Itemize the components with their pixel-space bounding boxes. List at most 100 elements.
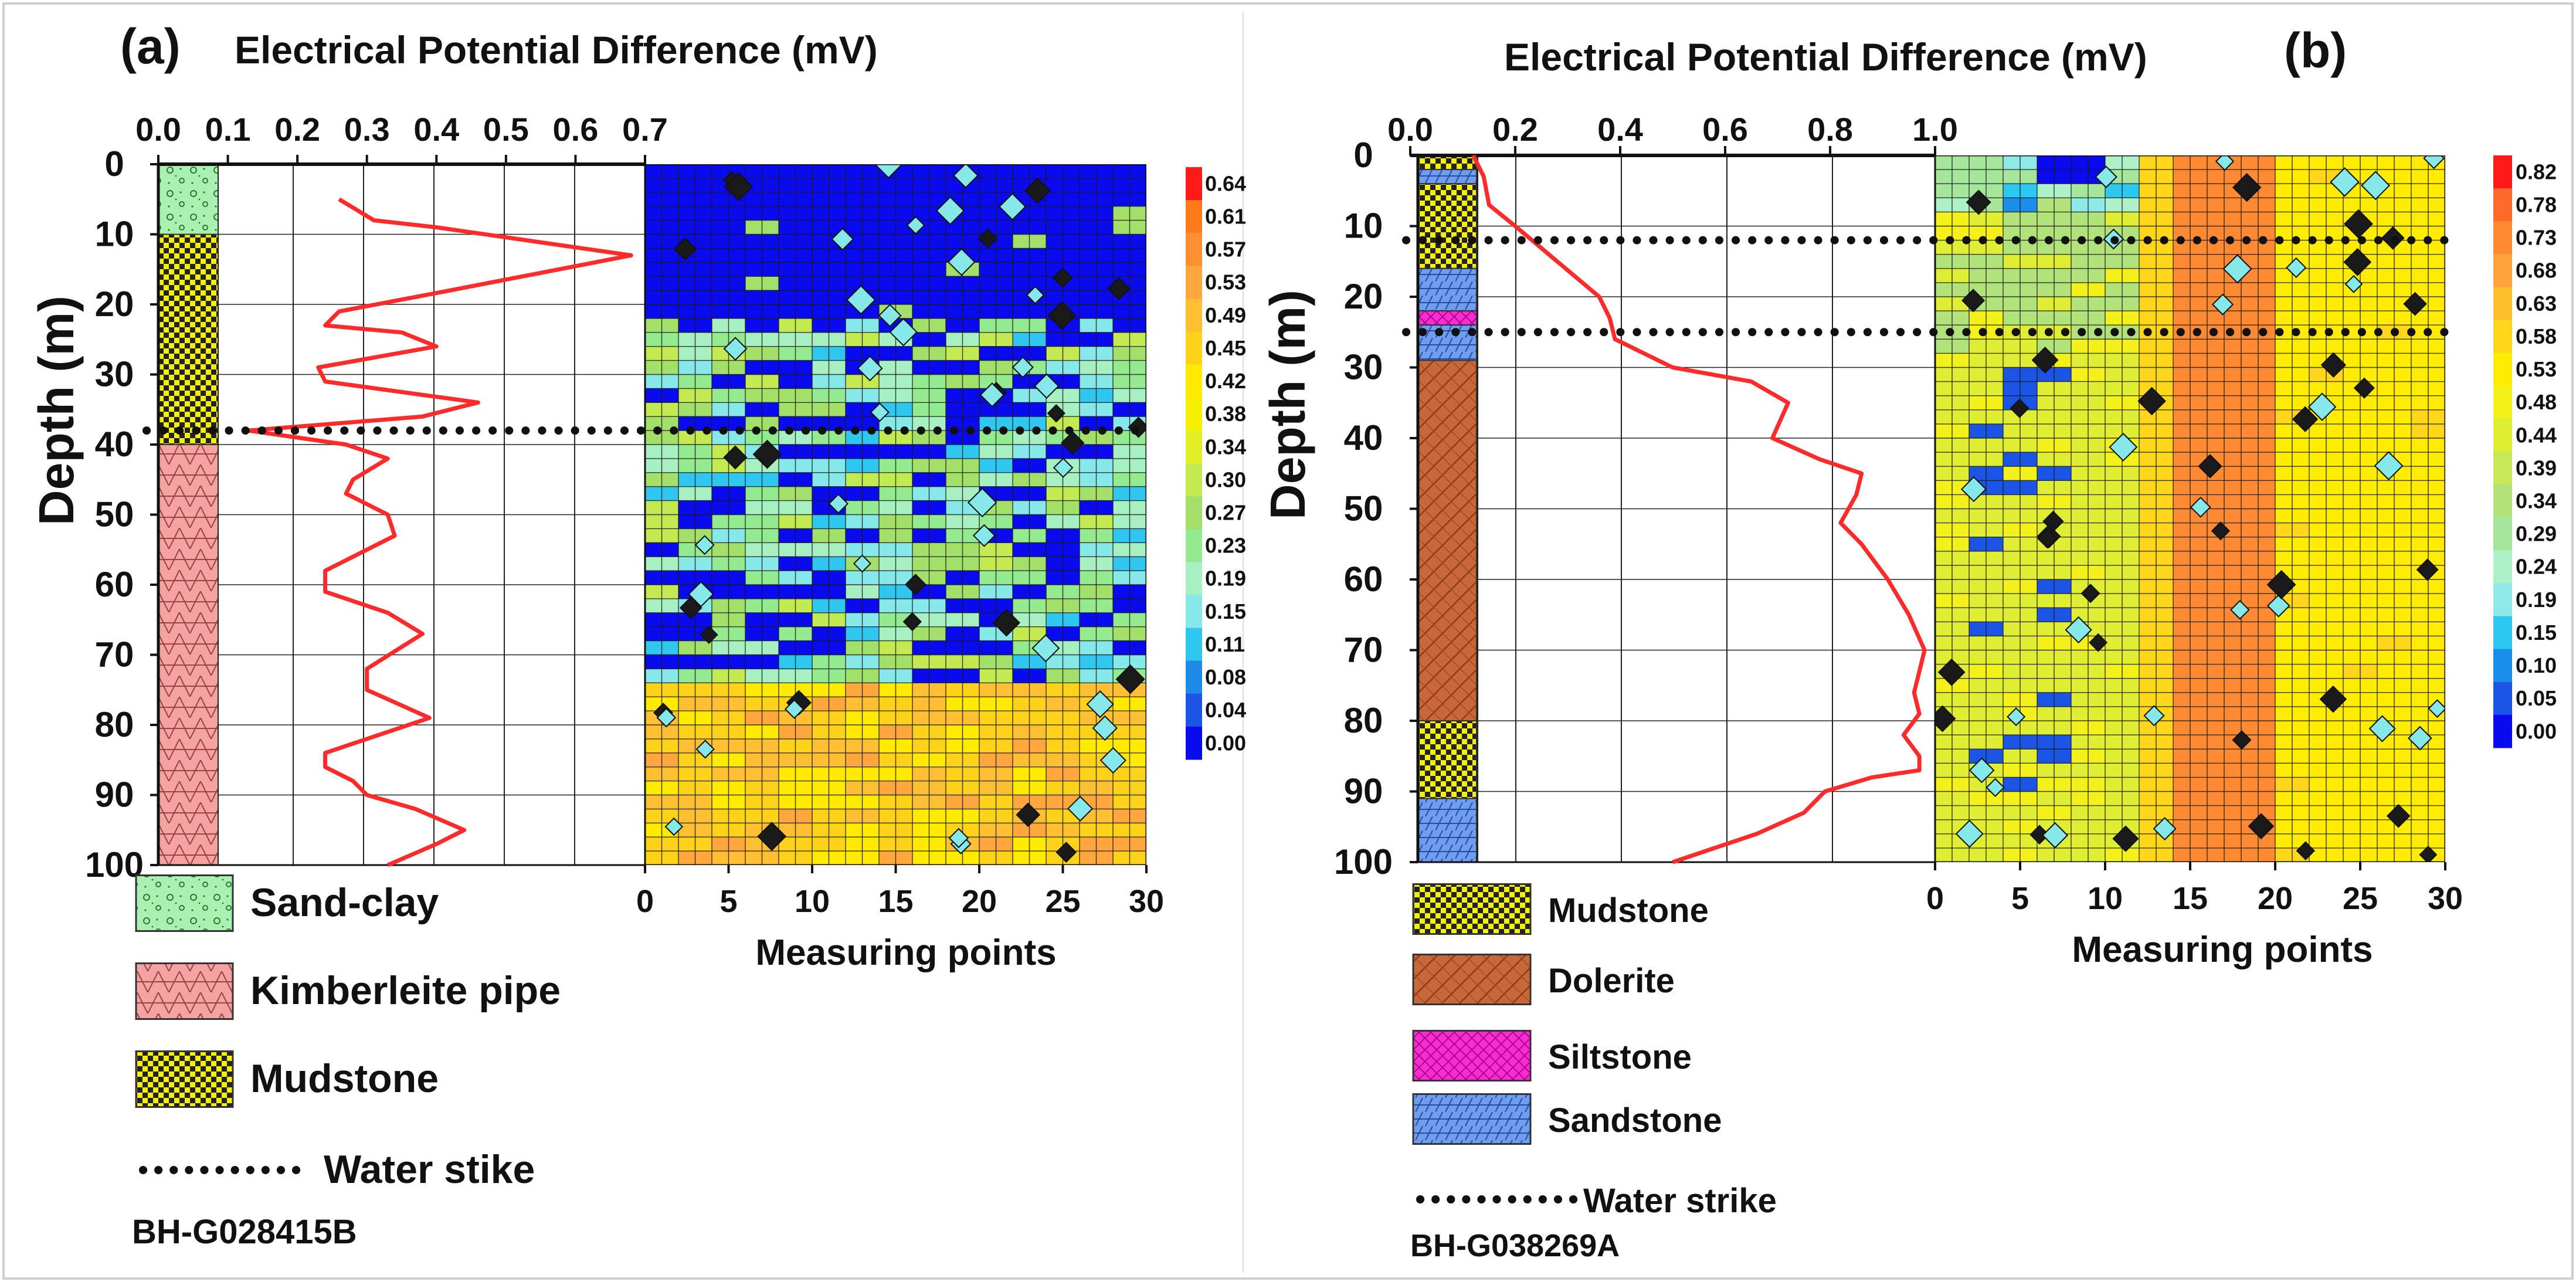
contour-x-tick-label: 30 [1129,884,1164,919]
legend-label-0: Mudstone [1548,891,1709,930]
contour-diamond-marker [695,740,715,759]
y-tick-label: 70 [95,635,134,674]
contour-diamond-marker [1937,658,1966,686]
legend-label-3: Sandstone [1548,1101,1722,1140]
colorbar-tick-label: 0.82 [2516,160,2557,184]
y-tick-label: 80 [1344,701,1383,740]
colorbar-swatch [2493,583,2512,617]
contour-diamond-marker [2386,803,2411,828]
colorbar-tick-label: 0.78 [2516,193,2557,217]
lithology-layer-siltstone [1417,310,1477,326]
colorbar-tick-label: 0.30 [1205,467,1246,491]
contour-diamond-marker [688,581,714,608]
contour-x-tick-label: 10 [2088,881,2123,916]
contour-diamond-marker [1969,757,1995,784]
contour-diamond-marker [1026,286,1045,304]
colorbar-tick-label: 0.57 [1205,238,1246,262]
colorbar-tick-label: 0.10 [2516,653,2557,677]
contour-diamond-marker [2089,633,2108,652]
contour-diamond-marker [1960,476,1987,503]
contour-diamond-marker [2211,293,2234,316]
legend-swatch-sandstone [1412,1093,1532,1145]
x-tick-label: 0.3 [344,111,390,148]
x-tick-label: 0.0 [135,111,181,148]
y-tick-label: 80 [95,705,134,744]
contour-diamond-marker [1055,842,1077,863]
y-tick-label: 20 [95,284,134,324]
contour-diamond-marker [1047,301,1077,330]
contour-diamond-marker [1986,778,2005,798]
colorbar-tick-label: 0.53 [1205,270,1246,294]
colorbar-tick-label: 0.61 [1205,205,1246,229]
colorbar-swatch [2493,484,2512,518]
contour-diamond-marker [673,238,697,261]
contour-diamond-marker [953,164,979,189]
panel-b-contour-xlabel: Measuring points [2072,930,2373,970]
panel-b-legend: Mudstone Dolerite Siltstone Sandstone Water … [1412,883,1777,1220]
legend-swatch-kimberlite [135,962,234,1020]
colorbar-swatch [1186,397,1202,431]
contour-x-tick-label: 30 [2428,881,2463,916]
contour-diamond-marker [2403,291,2427,316]
contour-x-tick-label: 25 [1045,884,1080,919]
colorbar-tick-label: 0.19 [1205,567,1246,591]
colorbar-tick-label: 0.48 [2516,390,2557,414]
colorbar-swatch [1186,529,1202,562]
legend-swatch-dolerite [1412,954,1532,1005]
y-tick-label: 0 [1353,135,1373,175]
panel-b-curve [1471,154,1927,864]
colorbar-tick-label: 0.29 [2516,522,2557,546]
contour-diamond-marker [1067,795,1094,822]
y-tick-label: 90 [1344,772,1383,811]
x-tick-label: 0.4 [1597,111,1643,148]
contour-diamond-marker [1012,356,1034,378]
contour-diamond-marker [1086,690,1114,718]
contour-x-tick-label: 5 [719,884,737,919]
colorbar-swatch [2493,452,2512,485]
panel-a-x-ticks: 0.0 0.1 0.2 0.3 0.4 0.5 0.6 0.7 [135,111,668,164]
colorbar-swatch [1186,233,1202,266]
x-tick-label: 0.5 [483,111,529,148]
x-tick-label: 0.2 [1492,111,1538,148]
y-tick-label: 10 [95,215,134,254]
contour-diamond-marker [870,402,890,422]
contour-diamond-marker [972,524,996,547]
panel-a-y-ticks: 0 10 20 30 40 50 60 70 80 90 100 [85,144,158,884]
y-tick-label: 40 [1344,418,1383,457]
contour-diamond-marker [1024,177,1051,204]
contour-x-tick-label: 5 [2011,881,2029,916]
lithology-layer-mudstone [1417,155,1477,171]
contour-diamond-marker [998,192,1027,221]
contour-diamond-marker [889,318,918,347]
colorbar-tick-label: 0.44 [2516,423,2557,447]
contour-diamond-marker [1061,431,1085,455]
panel-b-title: Electrical Potential Difference (mV) [1504,35,2147,79]
contour-diamond-marker [979,382,1005,408]
contour-diamond-marker [2112,825,2139,852]
y-tick-label: 30 [95,355,134,394]
colorbar-swatch [1186,595,1202,629]
contour-diamond-marker [878,304,902,328]
panel-b-y-ticks: 0 10 20 30 40 50 60 70 80 90 100 [1334,135,1418,881]
colorbar-swatch [1186,628,1202,662]
panel-a-title: Electrical Potential Difference (mV) [235,28,878,72]
legend-swatch-sandclay [135,874,234,932]
contour-diamond-marker [757,822,787,851]
contour-diamond-marker [694,535,715,555]
contour-x-tick-label: 20 [962,884,997,919]
contour-diamond-marker [967,487,997,518]
colorbar-tick-label: 0.42 [1205,369,1246,393]
contour-diamond-marker [2232,172,2262,202]
panel-a-borehole-id: BH-G028415B [132,1213,357,1251]
contour-diamond-marker [2296,841,2316,860]
y-tick-label: 20 [1344,277,1383,316]
y-tick-label: 50 [1344,489,1383,528]
contour-diamond-marker [2081,584,2100,603]
contour-diamond-marker [1099,747,1126,774]
panel-b-colorbar: 0.82 0.78 0.73 0.68 0.63 0.58 0.53 0.48 0.44 0.39… [2493,155,2557,748]
colorbar-tick-label: 0.73 [2516,226,2557,250]
contour-x-tick-label: 0 [1926,881,1944,916]
contour-diamond-marker [2423,155,2445,169]
x-tick-label: 0.4 [413,111,459,148]
